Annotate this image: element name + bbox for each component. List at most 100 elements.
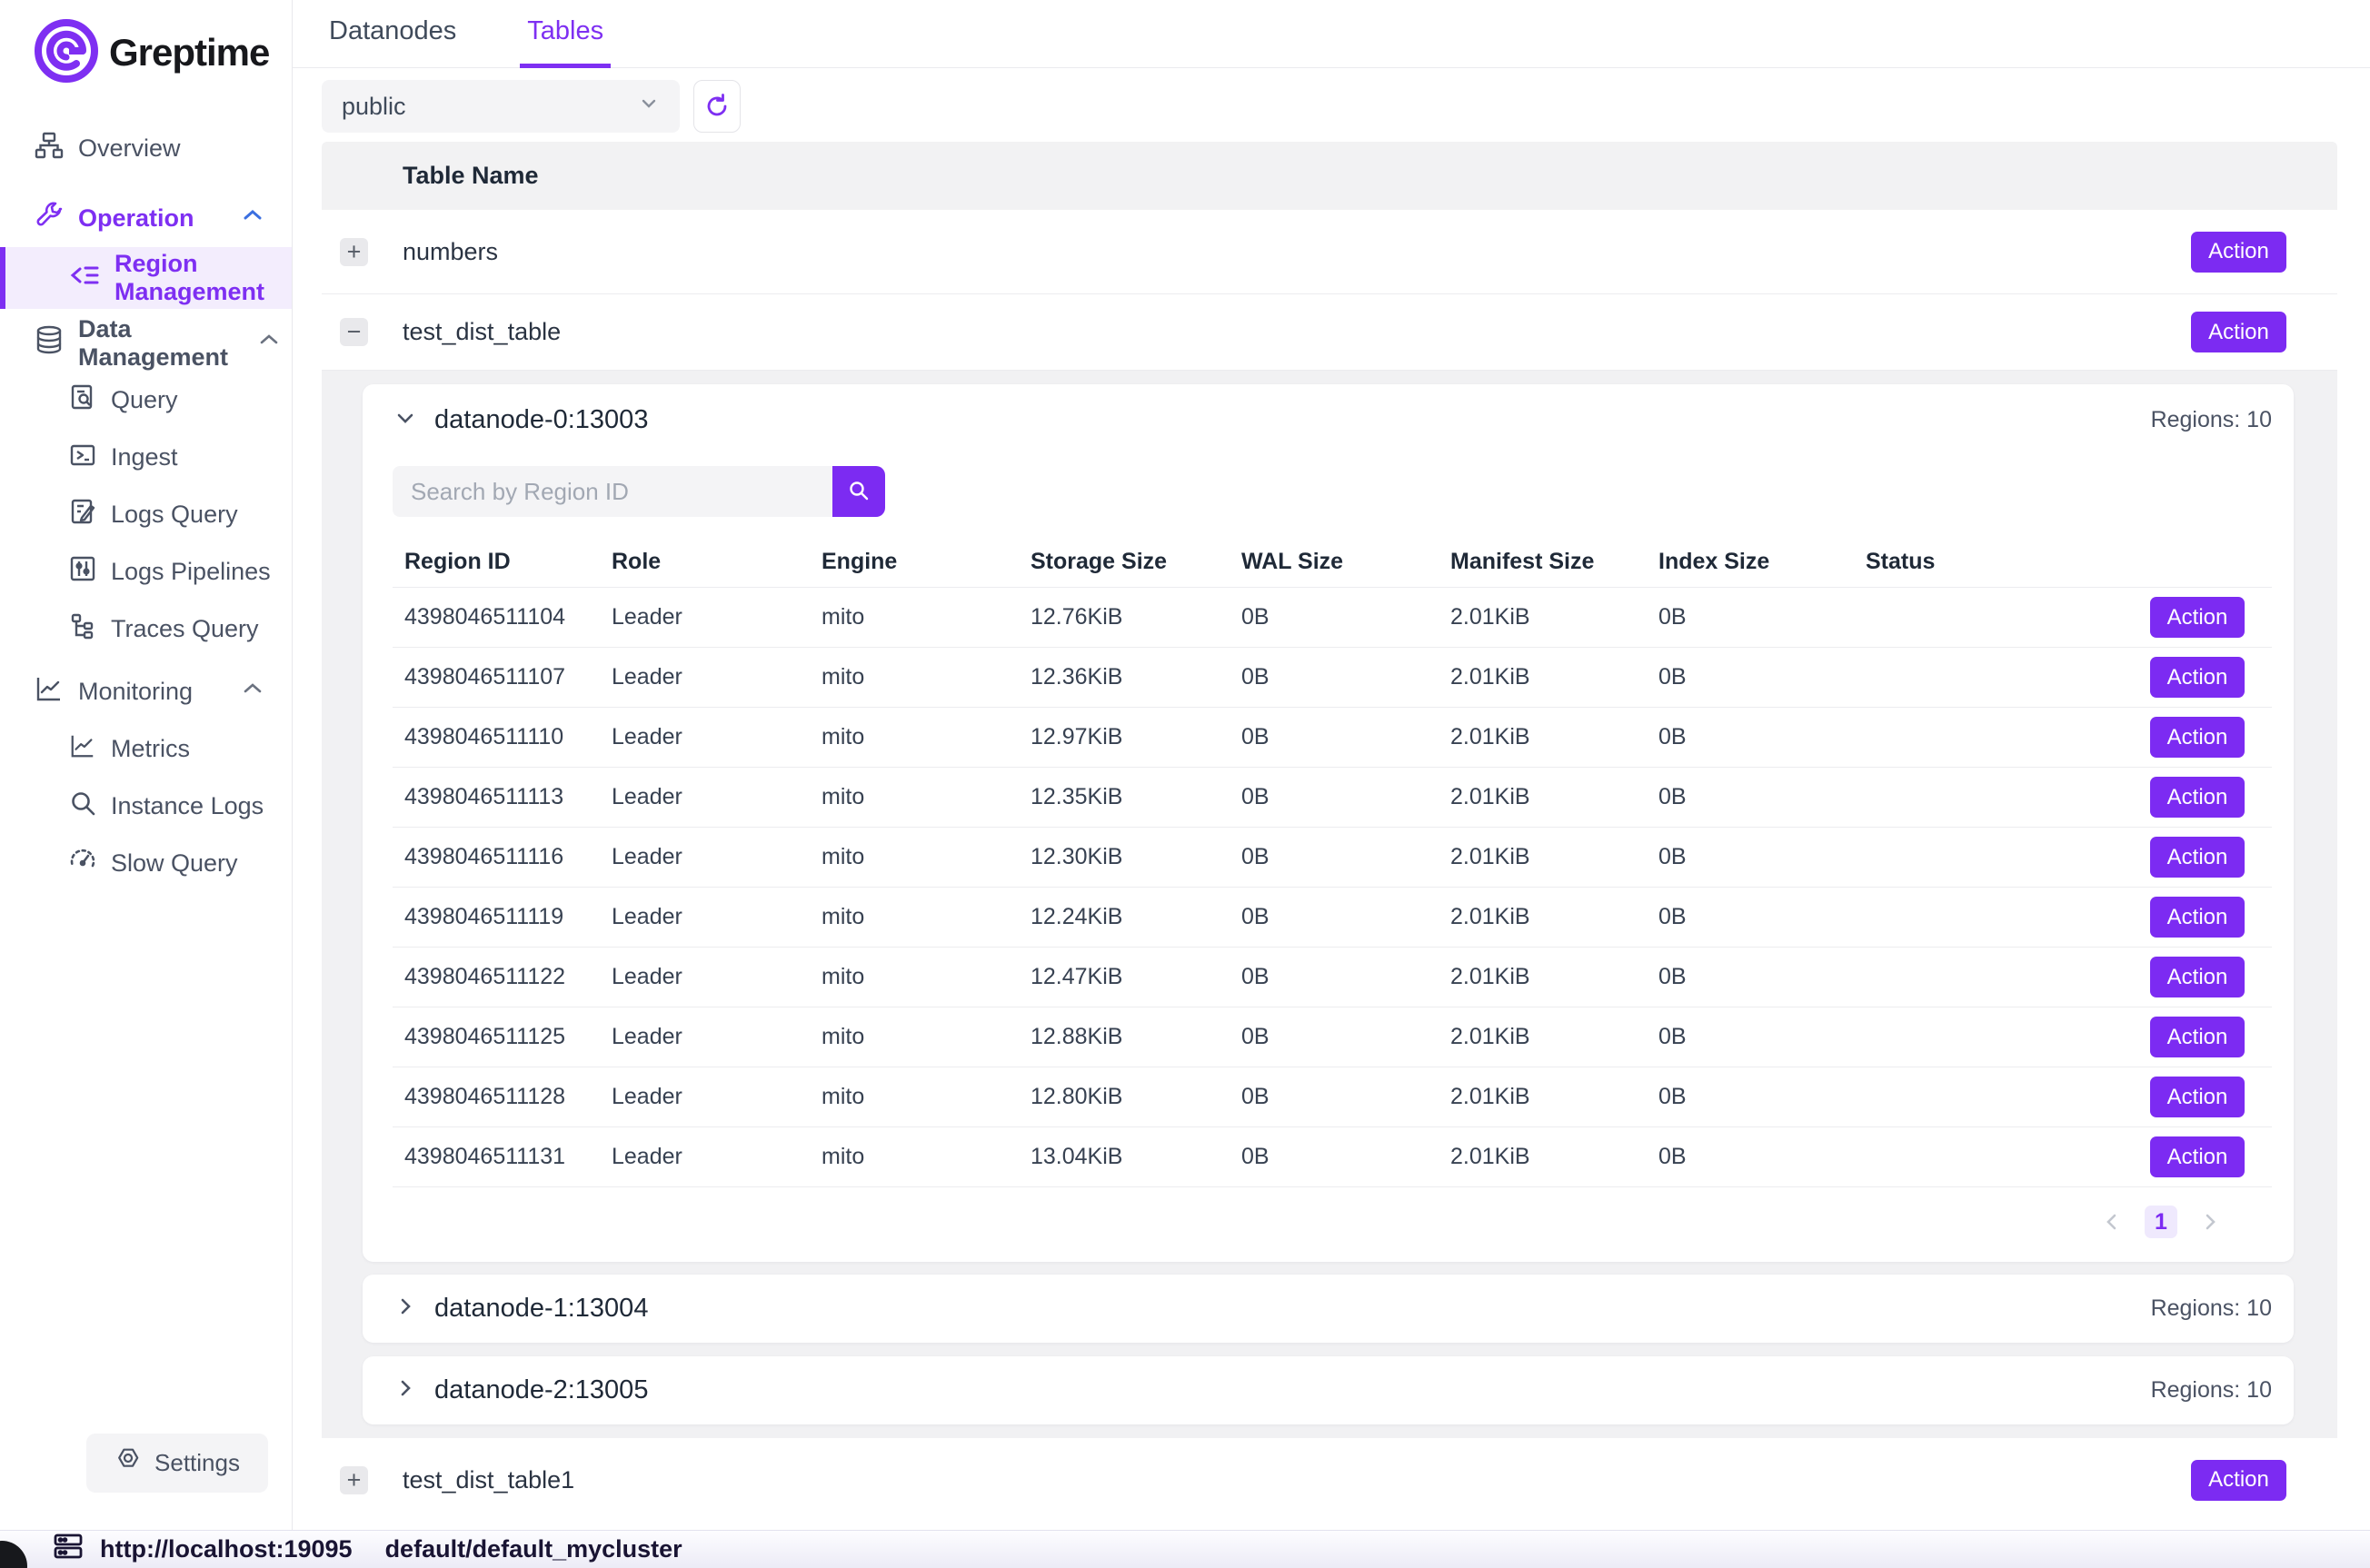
tables-content: public Table Name [293, 68, 2370, 1522]
wrench-icon [35, 201, 64, 236]
region-id-cell: 4398046511116 [404, 844, 564, 869]
page-number-current[interactable]: 1 [2145, 1206, 2177, 1238]
storage-size-cell: 12.47KiB [1031, 964, 1123, 989]
region-id-cell: 4398046511107 [404, 664, 566, 690]
schema-select[interactable]: public [322, 80, 680, 133]
action-button[interactable]: Action [2150, 597, 2245, 638]
column-status: Status [1866, 549, 1936, 574]
column-storage-size: Storage Size [1031, 549, 1168, 574]
main-panel: Datanodes Tables public [293, 0, 2370, 1530]
expanded-datanodes-panel: datanode-0:13003 Regions: 10 [322, 371, 2337, 1438]
engine-cell: mito [822, 784, 865, 809]
endpoint-item[interactable]: http://localhost:19095 [53, 1532, 353, 1567]
endpoint-url: http://localhost:19095 [100, 1535, 353, 1563]
manifest-size-cell: 2.01KiB [1450, 1024, 1530, 1049]
index-size-cell: 0B [1658, 904, 1687, 929]
column-engine: Engine [822, 549, 898, 574]
wal-size-cell: 0B [1241, 1084, 1270, 1109]
action-button[interactable]: Action [2150, 657, 2245, 698]
region-table-header: Region ID Role Engine Storage Size WAL S… [393, 537, 2272, 588]
datanode-2-header[interactable]: datanode-2:13005 Regions: 10 [363, 1356, 2294, 1424]
manifest-size-cell: 2.01KiB [1450, 904, 1530, 929]
manifest-size-cell: 2.01KiB [1450, 844, 1530, 869]
sidebar-item-label: Query [111, 386, 178, 413]
region-row: 4398046511128 Leader mito 12.80KiB 0B 2.… [393, 1067, 2272, 1127]
greptime-logo-icon [33, 17, 100, 89]
sidebar-item-traces-query[interactable]: Traces Query [0, 600, 292, 658]
role-cell: Leader [612, 964, 682, 989]
engine-cell: mito [822, 964, 865, 989]
action-button[interactable]: Action [2191, 312, 2286, 352]
region-row: 4398046511110 Leader mito 12.97KiB 0B 2.… [393, 708, 2272, 768]
sidebar-section-operation[interactable]: Operation [0, 190, 292, 247]
datanode-1-header[interactable]: datanode-1:13004 Regions: 10 [363, 1275, 2294, 1343]
expand-plus-icon[interactable]: + [340, 237, 368, 266]
action-button[interactable]: Action [2191, 1459, 2286, 1501]
column-table-name: Table Name [403, 162, 539, 189]
sidebar-item-region-management[interactable]: Region Management [0, 247, 292, 309]
chevron-right-icon [393, 1375, 418, 1405]
manifest-size-cell: 2.01KiB [1450, 1084, 1530, 1109]
datanode-0-card: datanode-0:13003 Regions: 10 [363, 384, 2294, 1262]
table-row-numbers: + numbers Action [322, 210, 2337, 294]
wal-size-cell: 0B [1241, 604, 1270, 630]
action-button[interactable]: Action [2150, 837, 2245, 878]
action-button[interactable]: Action [2150, 1077, 2245, 1117]
role-cell: Leader [612, 844, 682, 869]
settings-button[interactable]: Settings [86, 1434, 268, 1493]
chevron-up-icon[interactable] [257, 328, 281, 358]
collapse-minus-icon[interactable]: − [340, 318, 368, 346]
sidebar-section-monitoring[interactable]: Monitoring [0, 663, 292, 720]
action-button[interactable]: Action [2191, 231, 2286, 273]
table-row-test-dist-table1: + test_dist_table1 Action [322, 1438, 2337, 1522]
metrics-icon [69, 732, 96, 766]
engine-cell: mito [822, 1024, 865, 1049]
region-row: 4398046511104 Leader mito 12.76KiB 0B 2.… [393, 588, 2272, 648]
folder-import-icon [69, 441, 96, 474]
sidebar-item-query[interactable]: Query [0, 372, 292, 429]
search-button[interactable] [832, 466, 885, 517]
manifest-size-cell: 2.01KiB [1450, 664, 1530, 690]
index-size-cell: 0B [1658, 844, 1687, 869]
sidebar-section-data-management[interactable]: Data Management [0, 314, 292, 372]
region-search-input[interactable] [393, 466, 832, 517]
expand-plus-icon[interactable]: + [340, 1465, 368, 1494]
tab-tables[interactable]: Tables [520, 0, 612, 68]
page-prev-icon[interactable] [2101, 1211, 2123, 1233]
datanode-name: datanode-0:13003 [434, 404, 649, 434]
refresh-button[interactable] [693, 80, 741, 133]
chevron-up-icon[interactable] [241, 203, 264, 233]
region-id-cell: 4398046511122 [404, 964, 566, 989]
sidebar-item-metrics[interactable]: Metrics [0, 720, 292, 778]
status-bar: http://localhost:19095 default/default_m… [0, 1530, 2370, 1568]
action-button[interactable]: Action [2150, 717, 2245, 758]
chevron-right-icon [393, 1294, 418, 1324]
action-button[interactable]: Action [2150, 1017, 2245, 1057]
settings-label: Settings [154, 1449, 240, 1476]
datanode-0-header[interactable]: datanode-0:13003 Regions: 10 [393, 384, 2272, 455]
action-button[interactable]: Action [2150, 957, 2245, 997]
page-next-icon[interactable] [2199, 1211, 2221, 1233]
sidebar-item-instance-logs[interactable]: Instance Logs [0, 778, 292, 835]
magnifier-icon [69, 789, 96, 823]
sidebar-item-logs-pipelines[interactable]: Logs Pipelines [0, 543, 292, 600]
sidebar-item-slow-query[interactable]: Slow Query [0, 835, 292, 892]
action-button[interactable]: Action [2150, 1136, 2245, 1177]
role-cell: Leader [612, 1024, 682, 1049]
greptime-logo: Greptime [0, 0, 292, 91]
sidebar-item-overview[interactable]: Overview [0, 120, 292, 177]
action-button[interactable]: Action [2150, 777, 2245, 818]
tab-datanodes[interactable]: Datanodes [329, 16, 457, 45]
gauge-icon [69, 847, 96, 880]
chevron-up-icon[interactable] [241, 677, 264, 707]
sidebar-item-ingest[interactable]: Ingest [0, 429, 292, 486]
table-name: numbers [403, 237, 499, 265]
sidebar-item-label: Region Management [115, 250, 265, 305]
role-cell: Leader [612, 904, 682, 929]
sidebar-item-label: Ingest [111, 443, 178, 471]
action-button[interactable]: Action [2150, 897, 2245, 938]
sidebar-item-logs-query[interactable]: Logs Query [0, 486, 292, 543]
cluster-item[interactable]: default/default_mycluster [385, 1535, 682, 1563]
column-role: Role [612, 549, 662, 574]
region-id-cell: 4398046511128 [404, 1084, 566, 1109]
